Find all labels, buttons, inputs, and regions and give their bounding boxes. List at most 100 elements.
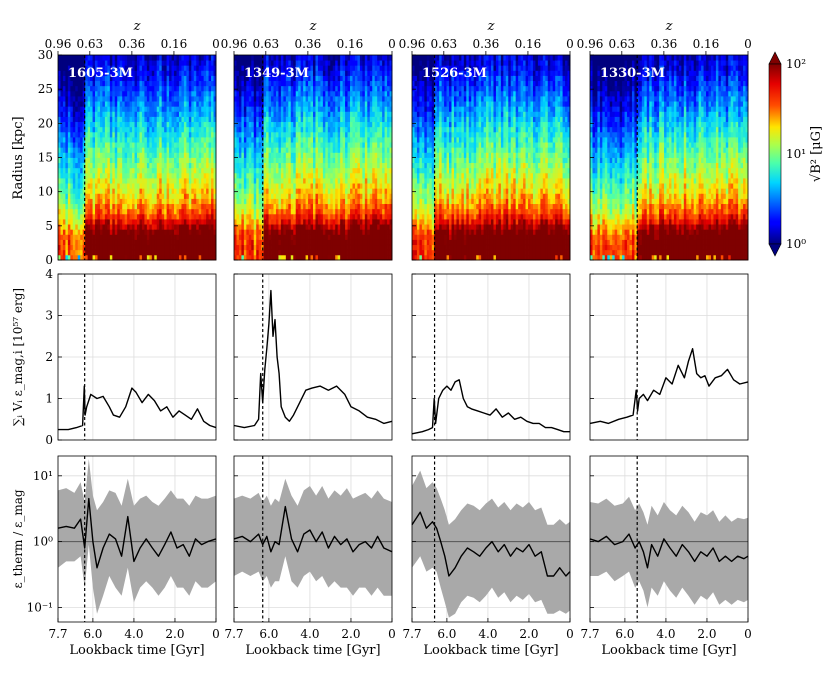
heatmap-cell (340, 219, 343, 225)
heatmap-cell (325, 142, 328, 148)
heatmap-cell (256, 106, 259, 112)
heatmap-cell (209, 188, 212, 194)
heatmap-cell (211, 101, 214, 107)
heatmap-cell (269, 60, 272, 66)
heatmap-cell (122, 188, 125, 194)
heatmap-cell (139, 240, 142, 246)
heatmap-cell (58, 132, 61, 138)
heatmap-cell (100, 193, 103, 199)
heatmap-cell (204, 101, 207, 107)
heatmap-cell (199, 209, 202, 215)
heatmap-cell (80, 240, 83, 246)
heatmap-cell (335, 219, 338, 225)
heatmap-cell (274, 255, 277, 261)
heatmap-cell (75, 147, 78, 153)
heatmap-cell (159, 173, 162, 179)
heatmap-cell (120, 250, 123, 256)
heatmap-cell (120, 132, 123, 138)
heatmap-cell (249, 163, 252, 169)
heatmap-cell (206, 163, 209, 169)
heatmap-cell (130, 132, 133, 138)
heatmap-cell (100, 147, 103, 153)
heatmap-cell (353, 214, 356, 220)
heatmap-cell (199, 255, 202, 261)
heatmap-cell (85, 86, 88, 92)
heatmap-cell (100, 219, 103, 225)
heatmap-cell (206, 127, 209, 133)
heatmap-cell (206, 183, 209, 189)
heatmap-cell (186, 158, 189, 164)
heatmap-cell (179, 60, 182, 66)
heatmap-cell (343, 209, 346, 215)
heatmap-cell (152, 65, 155, 71)
heatmap-cell (266, 234, 269, 240)
heatmap-cell (362, 65, 365, 71)
heatmap-cell (107, 250, 110, 256)
heatmap-cell (360, 219, 363, 225)
heatmap-cell (357, 163, 360, 169)
heatmap-cell (152, 117, 155, 123)
heatmap-cell (308, 219, 311, 225)
heatmap-cell (333, 250, 336, 256)
heatmap-cell (239, 60, 242, 66)
heatmap-cell (209, 91, 212, 97)
heatmap-cell (234, 60, 237, 66)
heatmap-cell (343, 158, 346, 164)
heatmap-cell (164, 178, 167, 184)
heatmap-cell (375, 158, 378, 164)
heatmap-cell (278, 106, 281, 112)
heatmap-cell (98, 255, 101, 261)
heatmap-cell (357, 122, 360, 128)
heatmap-cell (269, 111, 272, 117)
heatmap-cell (194, 91, 197, 97)
heatmap-cell (149, 117, 152, 123)
heatmap-cell (159, 229, 162, 235)
heatmap-cell (167, 219, 170, 225)
heatmap-cell (147, 250, 150, 256)
heatmap-cell (130, 188, 133, 194)
heatmap-cell (102, 168, 105, 174)
heatmap-cell (107, 127, 110, 133)
heatmap-cell (370, 193, 373, 199)
heatmap-cell (100, 209, 103, 215)
heatmap-cell (80, 229, 83, 235)
heatmap-cell (189, 224, 192, 230)
heatmap-cell (241, 158, 244, 164)
heatmap-cell (201, 91, 204, 97)
heatmap-cell (244, 214, 247, 220)
heatmap-cell (367, 55, 370, 61)
heatmap-cell (172, 163, 175, 169)
heatmap-cell (65, 86, 68, 92)
heatmap-cell (73, 178, 76, 184)
heatmap-cell (181, 65, 184, 71)
heatmap-cell (271, 168, 274, 174)
heatmap-cell (372, 70, 375, 76)
heatmap-cell (206, 193, 209, 199)
heatmap-cell (241, 209, 244, 215)
heatmap-cell (315, 70, 318, 76)
heatmap-cell (330, 117, 333, 123)
heatmap-cell (130, 214, 133, 220)
heatmap-cell (286, 214, 289, 220)
heatmap-cell (377, 204, 380, 210)
heatmap-cell (181, 209, 184, 215)
heatmap-cell (194, 219, 197, 225)
heatmap-cell (249, 137, 252, 143)
heatmap-cell (75, 234, 78, 240)
heatmap-cell (298, 250, 301, 256)
heatmap-cell (340, 132, 343, 138)
heatmap-cell (80, 137, 83, 143)
heatmap-cell (201, 234, 204, 240)
heatmap-cell (189, 204, 192, 210)
heatmap-cell (239, 86, 242, 92)
heatmap-cell (353, 188, 356, 194)
heatmap-cell (335, 137, 338, 143)
heatmap-cell (338, 101, 341, 107)
heatmap-cell (236, 60, 239, 66)
heatmap-cell (362, 178, 365, 184)
heatmap-cell (65, 245, 68, 251)
heatmap-cell (335, 147, 338, 153)
heatmap-cell (345, 178, 348, 184)
heatmap-cell (157, 240, 160, 246)
heatmap-cell (70, 188, 73, 194)
